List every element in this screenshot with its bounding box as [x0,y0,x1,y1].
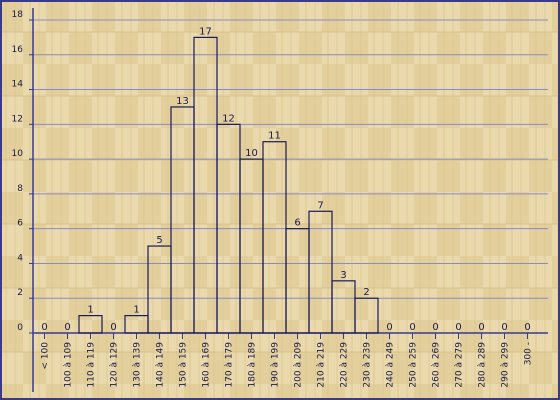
data-label: 5 [156,235,162,246]
bar [78,315,103,334]
x-tick-label: 160 à 169 [202,342,212,388]
data-label: 1 [87,305,93,316]
y-tick-label: 14 [12,80,24,90]
x-tick-label: 140 à 149 [156,342,166,388]
bar [308,210,333,334]
data-label: 0 [64,322,70,333]
data-label: 1 [133,305,139,316]
data-label: 0 [409,322,415,333]
x-tick-label: 180 à 189 [248,342,258,388]
y-tick-label: 4 [17,253,23,263]
y-tick-label: 12 [12,114,23,124]
data-label: 0 [110,322,116,333]
y-tick-label: 18 [12,10,24,20]
data-label: 0 [432,322,438,333]
data-label: 0 [455,322,461,333]
data-label: 10 [245,148,258,159]
x-tick-label: 110 à 119 [87,342,97,388]
x-tick-label: 190 à 199 [271,342,281,388]
x-tick-label: 100 à 109 [64,342,74,388]
x-tick-label: 300 - [524,342,534,365]
data-label: 2 [363,287,369,298]
x-tick-label: 220 à 229 [340,342,350,388]
y-tick-label: 8 [17,184,23,194]
data-label: 13 [176,96,189,107]
x-tick-label: 260 à 269 [432,342,442,388]
y-tick-label: 16 [12,45,24,55]
x-tick-label: 200 à 209 [294,342,304,388]
data-label: 12 [222,113,235,124]
data-label: 17 [199,26,212,37]
data-label: 3 [340,270,346,281]
data-label: 0 [41,322,47,333]
x-tick-label: 130 à 139 [133,342,143,388]
y-tick-label: 6 [17,219,23,229]
x-tick-label: 290 à 299 [501,342,511,388]
x-tick-label: 230 à 239 [363,342,373,388]
y-tick-label: 10 [12,149,24,159]
data-label: 0 [524,322,530,333]
grid-lines [33,19,548,334]
x-tick-label: 270 à 279 [455,342,465,388]
x-tick-label: 250 à 259 [409,342,419,388]
x-tick-label: 170 à 179 [225,342,235,388]
data-label: 0 [386,322,392,333]
x-tick-label: 210 à 219 [317,342,327,388]
y-tick-label: 2 [17,288,23,298]
x-tick-label: 280 à 289 [478,342,488,388]
x-tick-label: 150 à 159 [179,342,189,388]
data-label: 0 [501,322,507,333]
data-label: 0 [478,322,484,333]
bars [78,36,379,334]
y-tick-label: 0 [17,323,23,333]
x-tick-label: 240 à 249 [386,342,396,388]
data-label: 6 [294,218,300,229]
bar [354,297,379,334]
x-tick-label: 120 à 129 [110,342,120,388]
data-label: 11 [268,131,281,142]
data-label: 7 [317,200,323,211]
x-tick-label: < 100 [41,342,51,370]
